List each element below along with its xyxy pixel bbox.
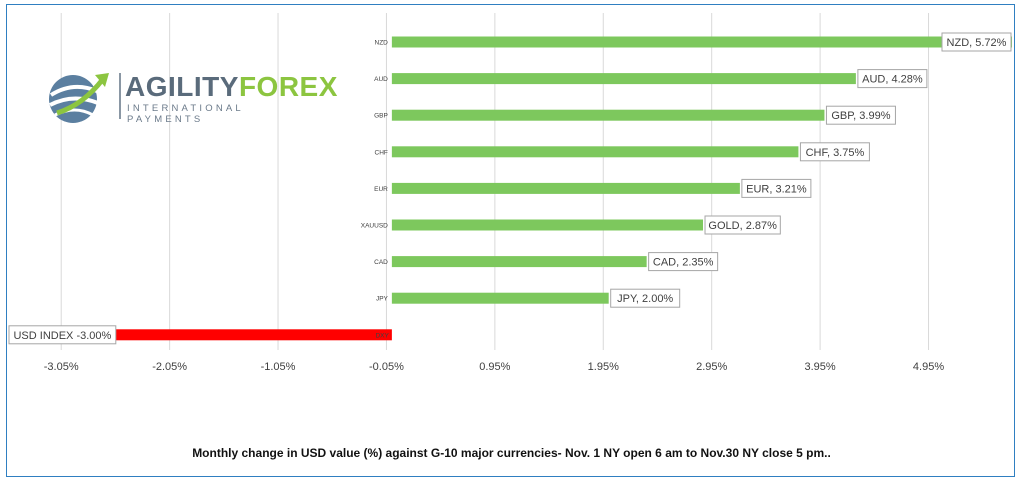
category-label: GBP [374, 113, 388, 120]
data-label: USD INDEX -3.00% [13, 330, 111, 342]
logo-wordmark: AGILITYFOREX [125, 71, 338, 103]
data-label-box [799, 142, 870, 162]
x-tick-label: 0.95% [479, 361, 510, 373]
category-label: CAD [374, 259, 388, 266]
bar [391, 182, 740, 194]
data-label: AUD, 4.28% [862, 74, 923, 86]
category-label: CHF [375, 149, 388, 156]
bar [391, 292, 609, 304]
agility-forex-logo: AGILITYFOREX INTERNATIONAL PAYMENTS [43, 65, 337, 129]
data-label-box [610, 288, 681, 308]
bar [391, 146, 799, 158]
logo-subtitle: INTERNATIONAL PAYMENTS [127, 103, 244, 125]
logo-separator [119, 73, 121, 119]
x-tick-label: -0.05% [369, 361, 404, 373]
category-label: AUD [374, 76, 388, 83]
x-tick-label: -3.05% [44, 361, 79, 373]
x-tick-label: -1.05% [261, 361, 296, 373]
chart-frame: -3.05% -2.05% -1.05% -0.05% 0.95% 1.95% 2.95% 3… [6, 4, 1015, 477]
x-tick-label: -2.05% [152, 361, 187, 373]
data-label-box [8, 325, 117, 345]
x-tick-label: 1.95% [588, 361, 619, 373]
bar [66, 329, 392, 341]
data-label-box [741, 178, 812, 198]
bar [391, 219, 704, 231]
data-label-box [704, 215, 781, 235]
data-label: NZD, 5.72% [947, 37, 1007, 49]
bar [391, 256, 647, 268]
data-label: CHF, 3.75% [806, 147, 865, 159]
bar [391, 109, 825, 121]
data-label: EUR, 3.21% [746, 183, 807, 195]
chart-caption: Monthly change in USD value (%) against … [192, 446, 831, 460]
data-label: JPY, 2.00% [617, 293, 673, 305]
globe-arrow-icon [49, 73, 109, 123]
bar [391, 36, 1012, 48]
data-label-box [825, 105, 896, 125]
category-label: NZD [375, 40, 389, 47]
data-label: GBP, 3.99% [831, 110, 890, 122]
logo-word-forex: FOREX [238, 71, 338, 102]
data-label: CAD, 2.35% [653, 257, 714, 269]
category-label: EUR [374, 186, 388, 193]
category-label: DXY [375, 332, 389, 339]
data-label-box [941, 32, 1012, 52]
x-tick-label: 4.95% [913, 361, 944, 373]
data-label-box [648, 252, 719, 272]
data-label-box [857, 69, 928, 89]
bar-chart: -3.05% -2.05% -1.05% -0.05% 0.95% 1.95% 2.95% 3… [8, 13, 1012, 373]
data-label: GOLD, 2.87% [708, 220, 777, 232]
logo-word-agility: AGILITY [125, 71, 239, 102]
category-label: XAUUSD [361, 223, 388, 230]
bar [391, 73, 856, 85]
x-tick-label: 3.95% [805, 361, 836, 373]
x-tick-label: 2.95% [696, 361, 727, 373]
category-label: JPY [376, 296, 389, 303]
